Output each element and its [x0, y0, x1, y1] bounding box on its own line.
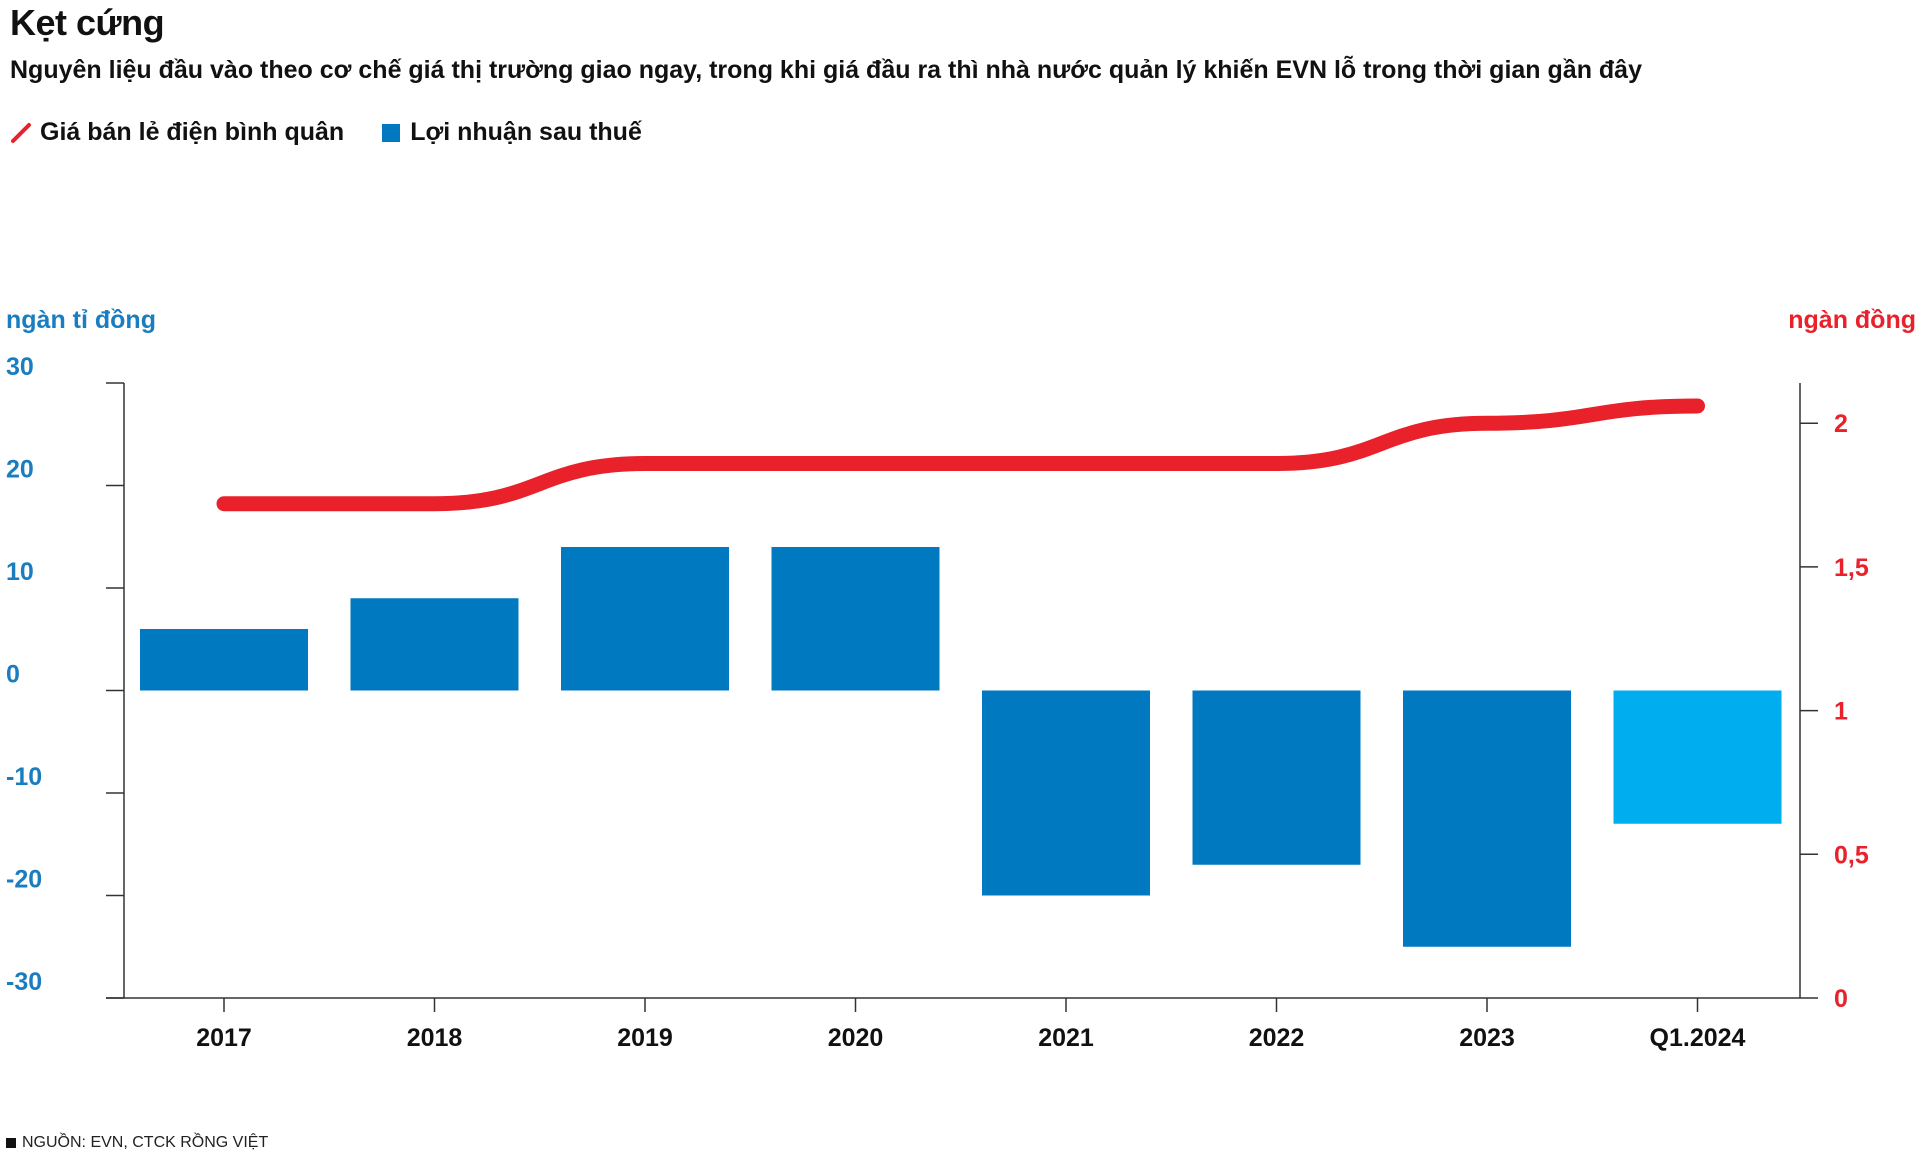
right-axis-tick-label: 2	[1834, 410, 1848, 438]
x-axis-tick-label: 2022	[1249, 1024, 1305, 1052]
bar	[561, 547, 729, 691]
bar	[350, 598, 519, 691]
x-axis-tick-label: 2020	[828, 1024, 884, 1052]
legend-item-bar: Lợi nhuận sau thuế	[382, 118, 642, 147]
bar	[140, 629, 308, 691]
left-axis-label: ngàn tỉ đồng	[6, 306, 156, 334]
right-axis-tick-label: 1	[1834, 698, 1848, 726]
right-axis-tick-label: 1,5	[1834, 554, 1869, 582]
left-axis-tick-label: -30	[6, 968, 42, 996]
legend-line-label: Giá bán lẻ điện bình quân	[40, 118, 345, 146]
legend: Giá bán lẻ điện bình quân Lợi nhuận sau …	[10, 118, 680, 147]
legend-bar-label: Lợi nhuận sau thuế	[410, 118, 642, 146]
right-axis-label: ngàn đồng	[1788, 306, 1916, 334]
bar-series-icon	[382, 123, 401, 142]
x-axis-tick-label: 2019	[617, 1024, 673, 1052]
right-axis-tick-label: 0	[1834, 985, 1848, 1013]
left-axis-tick-label: 30	[6, 353, 34, 381]
bar	[771, 547, 940, 691]
bar	[1192, 690, 1361, 865]
legend-item-line: Giá bán lẻ điện bình quân	[10, 118, 344, 147]
left-axis-tick-label: -20	[6, 866, 42, 894]
left-axis-tick-label: 20	[6, 456, 34, 484]
x-axis-tick-label: 2018	[407, 1024, 463, 1052]
x-axis-tick-label: 2023	[1459, 1024, 1515, 1052]
chart-subtitle: Nguyên liệu đầu vào theo cơ chế giá thị …	[10, 56, 1642, 84]
x-axis-tick-label: 2017	[196, 1024, 252, 1052]
line-series-icon	[11, 122, 31, 143]
x-axis-tick-label: Q1.2024	[1650, 1024, 1746, 1052]
source-text: NGUỒN: EVN, CTCK RỒNG VIỆT	[22, 1134, 269, 1151]
left-axis-tick-label: 10	[6, 558, 34, 586]
price-line	[216, 398, 1705, 512]
source-note: NGUỒN: EVN, CTCK RỒNG VIỆT	[6, 1134, 268, 1152]
right-axis-tick-label: 0,5	[1834, 841, 1869, 869]
x-axis-tick-label: 2021	[1038, 1024, 1094, 1052]
bar	[1403, 690, 1571, 947]
bar	[982, 690, 1150, 896]
source-square-icon	[6, 1138, 16, 1148]
left-axis-tick-label: -10	[6, 763, 42, 791]
chart-title: Kẹt cứng	[10, 2, 165, 43]
bar	[1613, 690, 1782, 824]
left-axis-tick-label: 0	[6, 661, 20, 689]
